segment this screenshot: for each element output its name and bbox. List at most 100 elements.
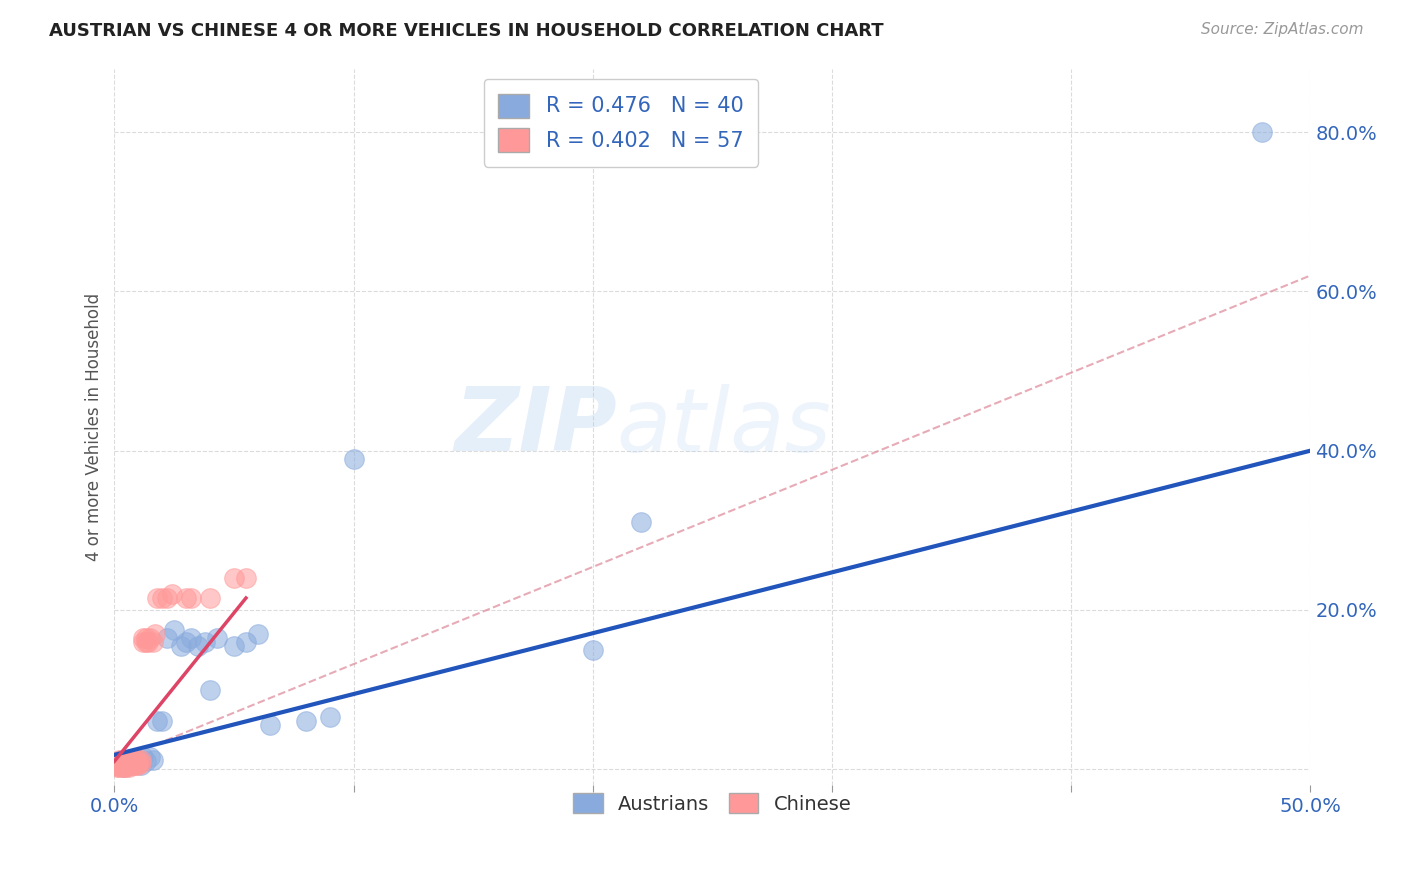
Point bbox=[129, 756, 152, 770]
Point bbox=[222, 571, 245, 585]
Point bbox=[122, 753, 145, 767]
Point bbox=[146, 591, 169, 605]
Point bbox=[120, 758, 142, 772]
Point bbox=[108, 756, 131, 770]
Point bbox=[115, 760, 138, 774]
Point bbox=[150, 714, 173, 729]
Point bbox=[120, 756, 142, 770]
Point bbox=[146, 714, 169, 729]
Point bbox=[143, 627, 166, 641]
Point bbox=[134, 631, 156, 645]
Point bbox=[198, 682, 221, 697]
Point bbox=[125, 758, 148, 772]
Point bbox=[235, 635, 257, 649]
Y-axis label: 4 or more Vehicles in Household: 4 or more Vehicles in Household bbox=[86, 293, 103, 561]
Point bbox=[160, 587, 183, 601]
Point bbox=[198, 591, 221, 605]
Point bbox=[259, 718, 281, 732]
Point bbox=[142, 753, 165, 767]
Point bbox=[235, 571, 257, 585]
Point bbox=[110, 756, 132, 770]
Point bbox=[1251, 125, 1274, 139]
Point bbox=[120, 753, 142, 767]
Point bbox=[194, 635, 217, 649]
Point bbox=[115, 758, 138, 772]
Point bbox=[115, 756, 138, 770]
Point bbox=[129, 753, 152, 767]
Point bbox=[118, 758, 141, 772]
Point bbox=[108, 757, 131, 772]
Point bbox=[222, 639, 245, 653]
Point bbox=[112, 758, 135, 772]
Point bbox=[108, 753, 131, 767]
Point bbox=[110, 760, 132, 774]
Point bbox=[246, 627, 269, 641]
Point bbox=[118, 760, 141, 774]
Point bbox=[132, 635, 155, 649]
Point bbox=[112, 760, 135, 774]
Point bbox=[127, 753, 149, 767]
Point bbox=[115, 757, 138, 772]
Point bbox=[342, 451, 364, 466]
Point bbox=[142, 635, 165, 649]
Point bbox=[207, 631, 229, 645]
Text: Source: ZipAtlas.com: Source: ZipAtlas.com bbox=[1201, 22, 1364, 37]
Point bbox=[318, 710, 340, 724]
Point bbox=[132, 750, 155, 764]
Point bbox=[127, 754, 149, 768]
Point bbox=[174, 591, 197, 605]
Point bbox=[118, 756, 141, 770]
Point bbox=[122, 756, 145, 770]
Point bbox=[630, 516, 652, 530]
Point bbox=[105, 760, 128, 774]
Point bbox=[110, 753, 132, 767]
Point bbox=[108, 754, 131, 768]
Point bbox=[118, 753, 141, 767]
Point bbox=[134, 754, 156, 768]
Legend: Austrians, Chinese: Austrians, Chinese bbox=[562, 781, 863, 826]
Point bbox=[156, 591, 179, 605]
Point bbox=[139, 631, 162, 645]
Point bbox=[105, 758, 128, 772]
Point bbox=[112, 757, 135, 772]
Point bbox=[115, 753, 138, 767]
Point bbox=[180, 631, 202, 645]
Point bbox=[125, 753, 148, 767]
Point bbox=[127, 758, 149, 772]
Text: ZIP: ZIP bbox=[454, 384, 617, 470]
Point bbox=[174, 635, 197, 649]
Point bbox=[122, 753, 145, 767]
Point bbox=[582, 642, 605, 657]
Point bbox=[163, 623, 186, 637]
Point bbox=[115, 754, 138, 768]
Point bbox=[122, 758, 145, 772]
Point bbox=[150, 591, 173, 605]
Point bbox=[110, 756, 132, 770]
Point bbox=[108, 758, 131, 772]
Text: atlas: atlas bbox=[617, 384, 831, 470]
Point bbox=[170, 639, 193, 653]
Text: AUSTRIAN VS CHINESE 4 OR MORE VEHICLES IN HOUSEHOLD CORRELATION CHART: AUSTRIAN VS CHINESE 4 OR MORE VEHICLES I… bbox=[49, 22, 884, 40]
Point bbox=[108, 760, 131, 774]
Point bbox=[112, 756, 135, 770]
Point bbox=[132, 631, 155, 645]
Point bbox=[105, 756, 128, 770]
Point bbox=[118, 758, 141, 772]
Point bbox=[110, 757, 132, 772]
Point bbox=[187, 639, 209, 653]
Point bbox=[125, 756, 148, 770]
Point bbox=[294, 714, 316, 729]
Point bbox=[127, 756, 149, 770]
Point bbox=[105, 758, 128, 772]
Point bbox=[108, 756, 131, 770]
Point bbox=[156, 631, 179, 645]
Point bbox=[129, 758, 152, 772]
Point bbox=[110, 758, 132, 772]
Point bbox=[136, 635, 159, 649]
Point bbox=[125, 756, 148, 770]
Point bbox=[139, 750, 162, 764]
Point bbox=[112, 760, 135, 774]
Point bbox=[115, 756, 138, 770]
Point bbox=[120, 754, 142, 768]
Point bbox=[180, 591, 202, 605]
